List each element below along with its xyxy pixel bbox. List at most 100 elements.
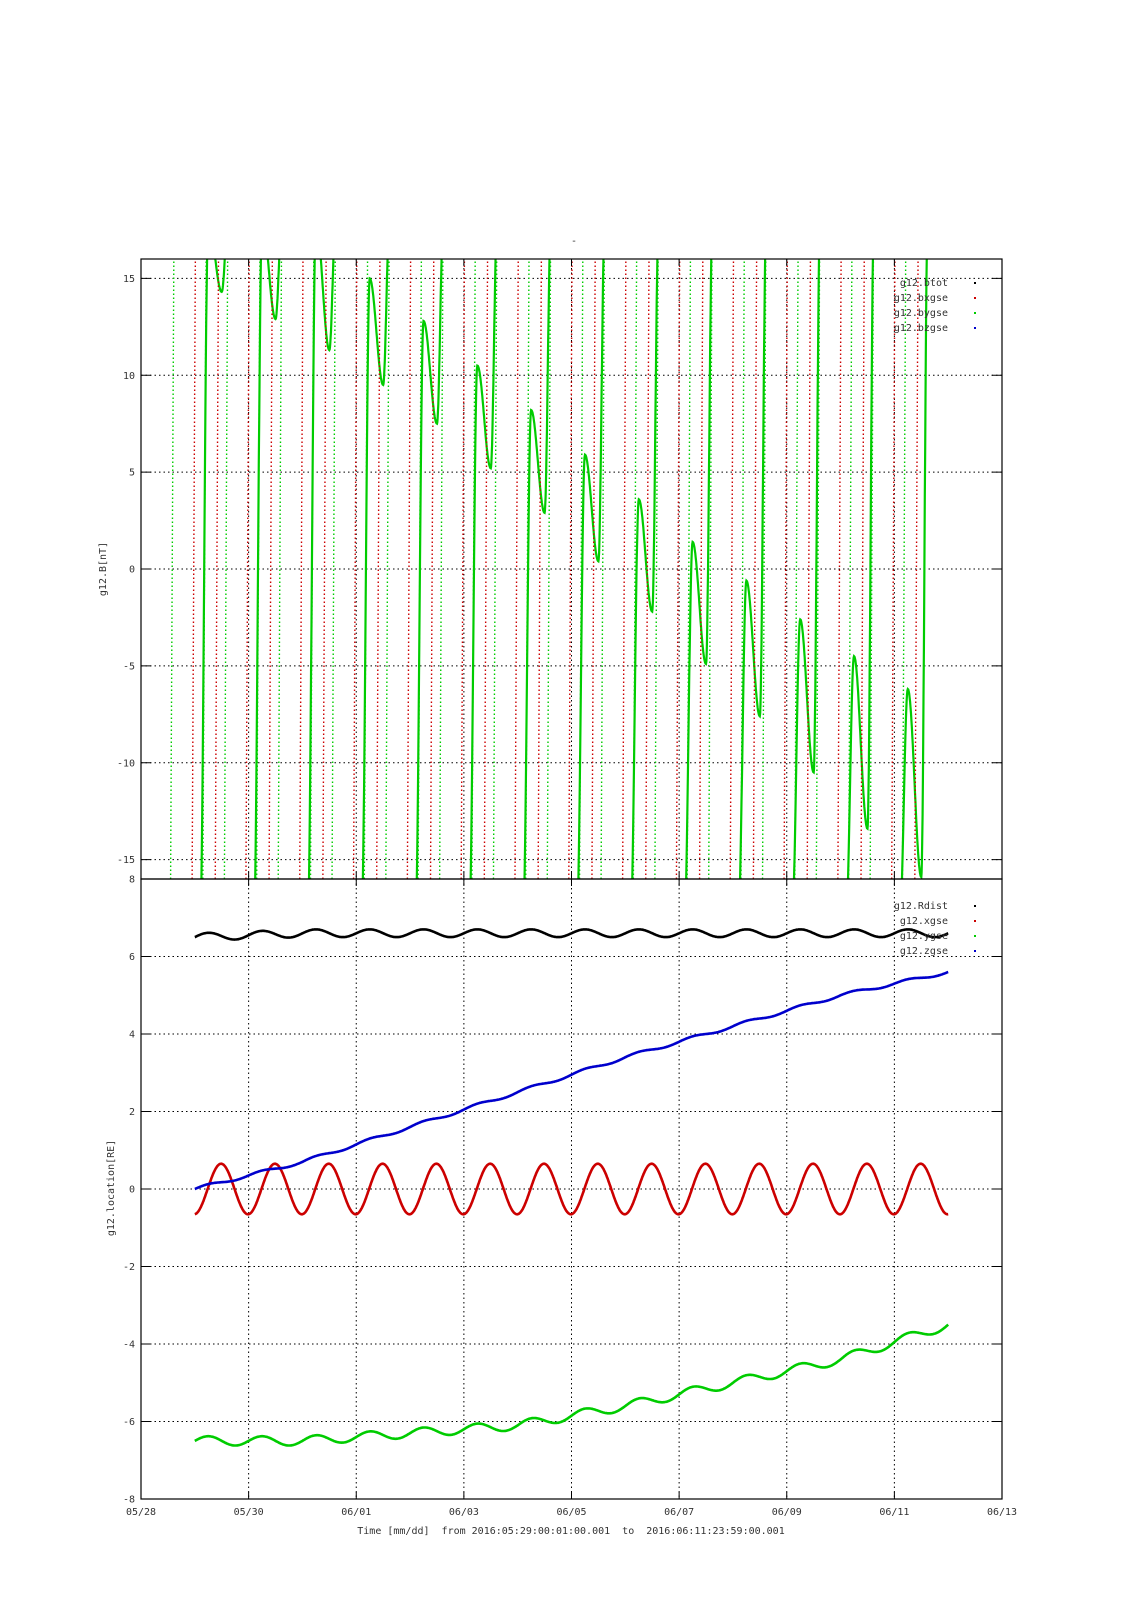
x-tick-label: 06/11 (879, 1507, 909, 1518)
series-g12-bygse-crossing (740, 259, 745, 879)
series-g12-bygse-crossing (600, 259, 606, 879)
series-g12-bygse-segment (846, 259, 875, 879)
top-legend: g12.btot g12.bxgse g12.bygse g12.bzgse (894, 278, 976, 334)
series-g12-bxgse-crossing (890, 259, 896, 879)
series-g12-bygse-crossing (654, 259, 659, 879)
series-g12-bxgse-crossing (375, 259, 381, 879)
top-legend-swatch (974, 327, 976, 329)
series-g12-bygse-crossing (686, 259, 692, 879)
top-legend-swatch (974, 297, 976, 299)
bottom-panel: 05/28 05/30 06/01 06/03 06/05 06/07 06/09 06/11… (106, 875, 1017, 1519)
series-g12-bxgse-crossing (299, 259, 304, 879)
series-g12-bxgse-crossing (245, 259, 250, 879)
top-y-tick-label: 5 (129, 468, 135, 479)
x-tick-label: 06/07 (664, 1507, 694, 1518)
series-g12-xgse (194, 1162, 949, 1216)
top-legend-swatch (974, 312, 976, 314)
top-legend-label: g12.bzgse (894, 323, 948, 334)
top-y-tick-label: -15 (117, 855, 135, 866)
top-ticks: -15 -10 -5 0 5 10 15 (117, 259, 1003, 879)
series-g12-bxgse-crossing (621, 259, 627, 879)
top-y-tick-label: 0 (129, 565, 135, 576)
figure-top-title: - (571, 236, 577, 247)
series-g12-bygse-crossing (847, 259, 853, 879)
x-tick-label: 06/09 (772, 1507, 802, 1518)
series-g12-bygse-crossing (438, 259, 444, 879)
series-g12-bxgse-crossing (268, 259, 274, 879)
x-tick-label: 06/05 (556, 1507, 586, 1518)
series-g12-bygse-segment (361, 259, 389, 879)
bottom-y-tick-label: 8 (129, 875, 135, 886)
series-g12-bxgse-crossing (645, 259, 650, 879)
series-g12-bxgse-crossing (675, 259, 681, 879)
x-tick-label: 06/13 (987, 1507, 1017, 1518)
series-g12-bygse-crossing (471, 259, 476, 879)
bottom-y-tick-label: -8 (123, 1495, 135, 1506)
series-g12-bygse-crossing (417, 259, 423, 879)
series-g12-bygse-crossing (255, 259, 261, 879)
top-panel: -15 -10 -5 0 5 10 15 g12.B[nT] g12.btot g12.bxg… (98, 258, 1003, 880)
series-g12-bxgse-crossing (806, 259, 812, 879)
series-g12-bxgse-crossing (729, 259, 735, 879)
series-g12-bxgse-crossing (429, 259, 435, 879)
series-g12-bxgse-crossing (837, 259, 842, 879)
bottom-grid (141, 879, 1002, 1499)
series-g12-bygse-crossing (632, 259, 638, 879)
series-g12-bxgse-crossing (752, 259, 758, 879)
x-tick-label: 06/03 (449, 1507, 479, 1518)
bottom-legend-swatch (974, 935, 976, 937)
top-y-tick-label: -10 (117, 758, 135, 769)
series-g12-bxgse-crossing (406, 259, 412, 879)
bottom-y-tick-label: -2 (123, 1262, 135, 1273)
series-g12-bygse-crossing (546, 259, 552, 879)
series-g12-bxgse-crossing (537, 259, 543, 879)
series-g12-bxgse-crossing (783, 259, 788, 879)
x-tick-label: 05/28 (126, 1507, 156, 1518)
bottom-legend-label: g12.zgse (900, 946, 948, 957)
series-g12-bxgse-crossing (514, 259, 519, 879)
bottom-legend-label: g12.xgse (900, 916, 948, 927)
series-g12-bygse-crossing (901, 259, 907, 879)
series-g12-bxgse-crossing (352, 259, 358, 879)
series-g12-bygse-crossing (331, 259, 336, 879)
top-legend-label: g12.btot (900, 278, 948, 289)
bottom-legend-label: g12.Rdist (894, 901, 948, 912)
series-g12-bygse-crossing (169, 259, 175, 879)
series-g12-bygse-crossing (578, 259, 584, 879)
top-y-tick-label: 15 (123, 274, 135, 285)
series-g12-bygse-crossing (363, 259, 369, 879)
bottom-series (194, 928, 950, 1447)
bottom-ticks: 05/28 05/30 06/01 06/03 06/05 06/07 06/09 06/11… (123, 875, 1017, 1519)
top-series (169, 259, 928, 879)
bottom-y-tick-label: 0 (129, 1185, 135, 1196)
series-g12-zgse (194, 970, 949, 1191)
series-g12-bygse-crossing (223, 259, 229, 879)
bottom-legend-swatch (974, 905, 976, 907)
series-g12-bygse-segment (792, 259, 821, 879)
x-tick-label: 05/30 (234, 1507, 264, 1518)
series-g12-bxgse-crossing (914, 259, 919, 879)
series-g12-bxgse-crossing (483, 259, 489, 879)
bottom-legend-swatch (974, 920, 976, 922)
top-legend-swatch (974, 282, 976, 284)
series-g12-bxgse-crossing (214, 259, 220, 879)
series-g12-bygse-crossing (815, 259, 821, 879)
series-g12-ygse (194, 1323, 950, 1447)
top-legend-label: g12.bygse (894, 308, 948, 319)
series-g12-bygse-crossing (309, 259, 315, 879)
bottom-y-tick-label: -4 (123, 1340, 135, 1351)
series-g12-bygse-crossing (525, 259, 530, 879)
series-g12-bxgse-crossing (322, 259, 327, 879)
series-g12-bygse-crossing (277, 259, 283, 879)
series-g12-bxgse-crossing (460, 259, 466, 879)
series-g12-bygse-crossing (202, 259, 207, 879)
time-caption: Time [mm/dd] from 2016:05:29:00:01:00.00… (357, 1526, 784, 1537)
top-ylabel: g12.B[nT] (98, 542, 109, 596)
top-y-tick-label: 10 (123, 371, 135, 382)
bottom-y-tick-label: 6 (129, 952, 135, 963)
series-g12-bygse-crossing (385, 259, 390, 879)
bottom-y-tick-label: 4 (129, 1030, 135, 1041)
top-y-tick-label: -5 (123, 661, 135, 672)
bottom-legend: g12.Rdist g12.xgse g12.ygse g12.zgse (894, 901, 976, 957)
